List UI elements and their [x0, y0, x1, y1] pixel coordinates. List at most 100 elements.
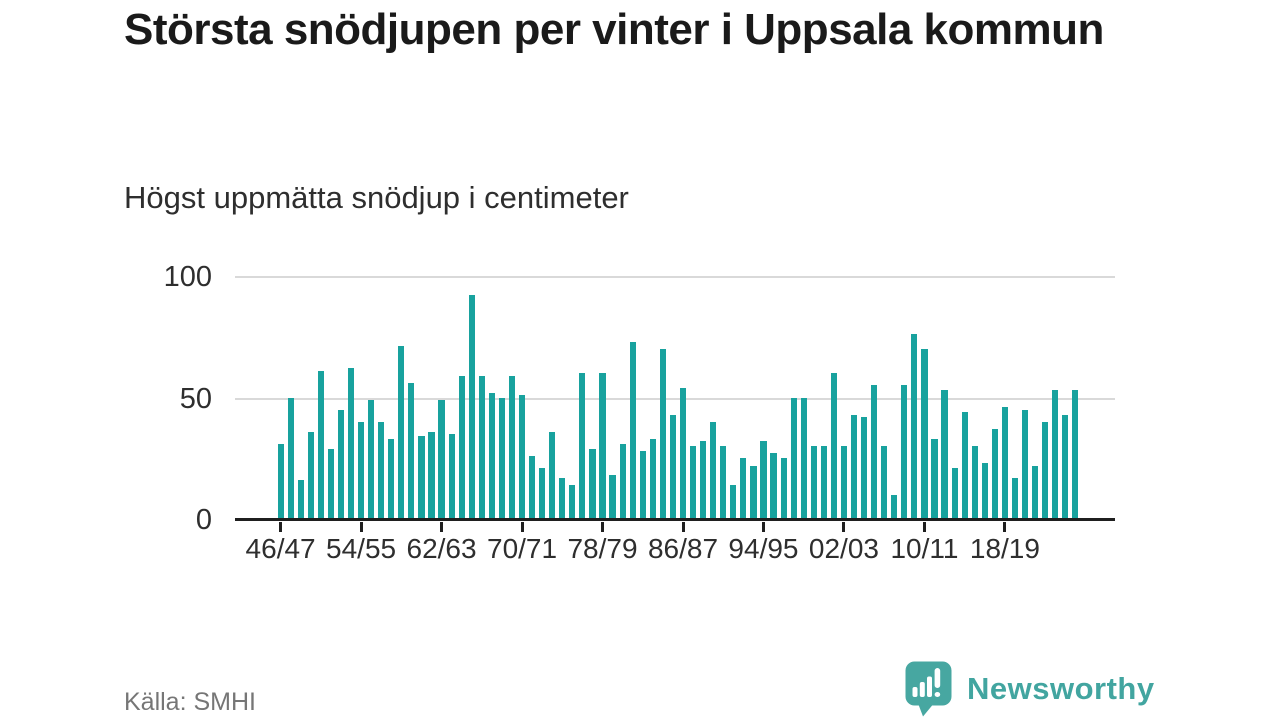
bar — [669, 414, 677, 519]
bar — [589, 448, 596, 519]
x-axis-tick-label: 18/19 — [969, 533, 1040, 564]
bar — [398, 346, 405, 519]
bar — [760, 441, 767, 519]
bar — [569, 484, 576, 519]
bar — [710, 421, 717, 519]
bar — [347, 368, 355, 519]
bar — [277, 443, 284, 519]
bar — [1042, 421, 1049, 519]
bar — [599, 373, 606, 519]
bar — [649, 438, 656, 519]
bar — [901, 385, 908, 519]
x-axis-tick-label: 10/11 — [890, 533, 959, 564]
bar — [871, 385, 878, 519]
bar — [368, 399, 375, 519]
bar — [921, 348, 928, 519]
x-axis-tick — [922, 522, 926, 532]
bar — [750, 465, 757, 519]
bar — [468, 295, 475, 519]
bar — [941, 390, 948, 519]
bar — [438, 399, 445, 519]
bar — [559, 477, 566, 519]
bar — [659, 348, 666, 519]
bar — [458, 375, 465, 519]
x-axis-tick — [681, 522, 685, 532]
gridline — [235, 276, 1115, 278]
bar — [931, 438, 938, 519]
bar — [1021, 409, 1029, 519]
x-axis-tick — [520, 522, 524, 532]
bar — [337, 409, 345, 519]
x-axis-tick-label: 62/63 — [406, 533, 477, 564]
x-axis-tick-label: 70/71 — [486, 533, 558, 564]
bar — [579, 373, 586, 519]
newsworthy-wordmark: Newsworthy — [967, 671, 1155, 706]
bar — [619, 443, 626, 519]
bar — [800, 397, 807, 519]
bar — [810, 446, 817, 519]
bar — [357, 421, 365, 519]
y-axis-label: 50 — [179, 382, 212, 415]
bar — [1001, 407, 1008, 519]
bar — [518, 395, 526, 519]
chart-subtitle: Högst uppmätta snödjup i centimeter — [124, 180, 629, 215]
bar — [297, 480, 304, 519]
bar — [307, 431, 314, 519]
bar — [508, 375, 516, 519]
bar — [891, 494, 898, 519]
bar — [830, 373, 837, 519]
bar — [539, 467, 546, 519]
plot-area: 46/47 54/55 62/63 70/71 78/79 86/87 94/95 02/03… — [235, 276, 1115, 564]
x-axis-tick-label: 02/03 — [808, 533, 879, 564]
bar — [740, 458, 747, 519]
x-axis-tick-label: 46/47 — [245, 533, 316, 564]
bar — [881, 446, 888, 519]
bar — [981, 463, 988, 519]
x-axis-tick — [279, 522, 283, 532]
bar — [840, 446, 848, 519]
bar — [991, 429, 998, 519]
x-axis-tick-label: 86/87 — [647, 533, 719, 564]
y-axis-label: 100 — [163, 261, 212, 293]
bar — [287, 397, 294, 519]
bar — [689, 446, 697, 519]
bar — [911, 334, 918, 519]
x-axis-tick-label: 54/55 — [326, 533, 397, 564]
x-axis-tick — [359, 522, 363, 532]
bar — [951, 467, 958, 519]
page-title: Största snödjupen per vinter i Uppsala k… — [124, 5, 1104, 54]
bar — [418, 436, 425, 519]
bar — [428, 431, 435, 519]
newsworthy-logo-icon — [905, 661, 952, 717]
bar — [478, 375, 485, 519]
bar — [679, 387, 687, 519]
bar — [770, 453, 777, 519]
bar — [850, 414, 858, 519]
source-label: Källa: SMHI — [124, 688, 256, 716]
x-axis-tick-label: 78/79 — [567, 533, 638, 564]
bar — [1062, 414, 1069, 519]
bar — [378, 421, 385, 519]
bar — [961, 412, 968, 519]
bar — [820, 446, 827, 519]
bar — [790, 397, 797, 519]
bar — [720, 446, 727, 519]
bar — [1072, 390, 1079, 519]
bar — [730, 484, 737, 519]
bar — [639, 450, 646, 519]
bar — [609, 475, 616, 519]
bar — [529, 455, 536, 519]
gridline — [235, 397, 1115, 400]
x-axis-tick — [601, 522, 605, 532]
bar — [448, 433, 455, 519]
x-axis-tick — [761, 522, 765, 532]
x-axis-tick — [1003, 522, 1007, 532]
bar — [488, 392, 495, 519]
bar — [780, 458, 787, 519]
y-axis-label: 0 — [195, 504, 212, 536]
x-axis-tick — [440, 522, 444, 532]
bar — [860, 416, 868, 519]
newsworthy-logo: Newsworthy — [905, 661, 1165, 720]
bar — [1032, 465, 1039, 519]
bar — [971, 446, 978, 519]
